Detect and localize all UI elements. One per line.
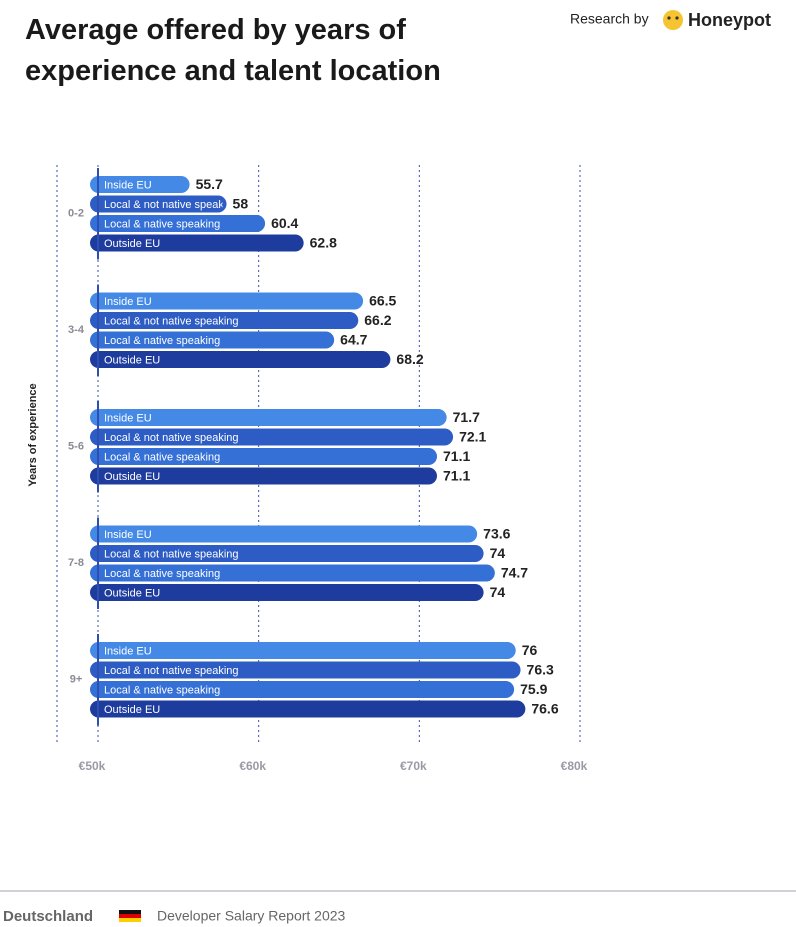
value-label: 58 xyxy=(233,196,249,212)
x-tick-label: €70k xyxy=(400,759,427,773)
value-label: 66.5 xyxy=(369,293,396,309)
flag xyxy=(119,910,141,914)
x-tick-label: €50k xyxy=(79,759,106,773)
brand-icon-eye xyxy=(667,16,671,20)
bar-series-label: Inside EU xyxy=(104,645,152,657)
value-label: 71.1 xyxy=(443,448,470,464)
value-label: 76.3 xyxy=(527,662,554,678)
category-label: 9+ xyxy=(70,674,83,686)
bar-series-label: Local & native speaking xyxy=(104,684,220,696)
bar xyxy=(90,564,495,582)
x-tick-label: €60k xyxy=(239,759,266,773)
bar-series-label: Outside EU xyxy=(104,471,160,483)
bar-series-label: Inside EU xyxy=(104,179,152,191)
bar xyxy=(90,331,335,349)
bar xyxy=(90,545,484,562)
bar-series-label: Local & not native speaking xyxy=(104,315,239,327)
brand-icon-eye xyxy=(675,16,679,20)
category-label: 0-2 xyxy=(68,208,84,220)
bar xyxy=(90,195,227,213)
value-label: 64.7 xyxy=(340,332,367,348)
value-label: 71.7 xyxy=(453,409,480,425)
bar xyxy=(90,700,526,718)
category-label: 5-6 xyxy=(68,441,84,453)
flag xyxy=(119,918,141,922)
research-by: Research by xyxy=(570,11,649,27)
bar-series-label: Outside EU xyxy=(104,587,160,599)
bar xyxy=(90,176,190,193)
chart-title: Average offered by years of experience a… xyxy=(25,14,441,87)
bar xyxy=(90,409,447,426)
bar-series-label: Outside EU xyxy=(104,238,160,250)
bar xyxy=(90,234,304,252)
category-label: 7-8 xyxy=(68,557,84,569)
value-label: 76 xyxy=(522,642,538,658)
y-axis-label: Years of experience xyxy=(27,383,39,486)
bar-series-label: Local & native speaking xyxy=(104,451,220,463)
value-label: 75.9 xyxy=(520,681,547,697)
value-label: 73.6 xyxy=(483,526,510,542)
bar-series-label: Local & native speaking xyxy=(104,568,220,580)
bar xyxy=(90,448,438,465)
bar-series-label: Local & not native speaking xyxy=(104,665,239,677)
value-label: 71.1 xyxy=(443,468,470,484)
value-label: 62.8 xyxy=(310,235,337,251)
value-label: 74 xyxy=(490,584,506,600)
bar xyxy=(90,215,266,232)
bar-series-label: Local & not native speaking xyxy=(104,432,239,444)
bar xyxy=(90,525,478,543)
bar-series-label: Inside EU xyxy=(104,412,152,424)
value-label: 76.6 xyxy=(531,701,558,717)
value-label: 68.2 xyxy=(396,351,423,367)
brand-icon xyxy=(663,10,683,30)
bar-series-label: Local & native speaking xyxy=(104,218,220,230)
value-label: 72.1 xyxy=(459,429,486,445)
bar-series-label: Local & native speaking xyxy=(104,335,220,347)
bar-series-label: Inside EU xyxy=(104,529,152,541)
bar xyxy=(90,312,359,329)
bar xyxy=(90,661,521,679)
bar-series-label: Local & not native speaking xyxy=(104,199,239,211)
bar xyxy=(90,292,364,310)
value-label: 66.2 xyxy=(364,312,391,328)
bar xyxy=(90,681,515,698)
bar xyxy=(90,642,516,659)
bar-series-label: Inside EU xyxy=(104,296,152,308)
bar-series-label: Local & not native speaking xyxy=(104,548,239,560)
bar xyxy=(90,428,454,446)
value-label: 74 xyxy=(490,545,506,561)
flag xyxy=(119,914,141,918)
bar xyxy=(90,351,391,368)
footer-country: Deutschland xyxy=(3,908,93,925)
bar xyxy=(90,584,484,601)
bar-series-label: Outside EU xyxy=(104,354,160,366)
value-label: 55.7 xyxy=(196,176,223,192)
brand: Honeypot xyxy=(688,10,771,30)
value-label: 60.4 xyxy=(271,215,298,231)
bar xyxy=(90,467,438,485)
footer-report: Developer Salary Report 2023 xyxy=(157,908,346,924)
x-tick-label: €80k xyxy=(561,759,588,773)
value-label: 74.7 xyxy=(501,565,528,581)
bar-series-label: Outside EU xyxy=(104,704,160,716)
category-label: 3-4 xyxy=(68,324,85,336)
